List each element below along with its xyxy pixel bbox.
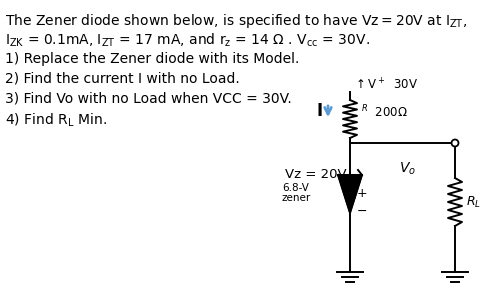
Text: I$_{\mathregular{ZK}}$ = 0.1mA, I$_{\mathregular{ZT}}$ = 17 mA, and r$_{\mathreg: I$_{\mathregular{ZK}}$ = 0.1mA, I$_{\mat… bbox=[5, 32, 369, 49]
Polygon shape bbox=[337, 175, 361, 213]
Text: 2) Find the current I with no Load.: 2) Find the current I with no Load. bbox=[5, 72, 239, 86]
Text: The Zener diode shown below, is specified to have Vz$=$20V at I$_{\mathregular{Z: The Zener diode shown below, is specifie… bbox=[5, 12, 467, 30]
Text: $^R$  200$\Omega$: $^R$ 200$\Omega$ bbox=[360, 104, 407, 121]
Text: $\uparrow$V$^+$  30V: $\uparrow$V$^+$ 30V bbox=[352, 78, 418, 93]
Text: Vz = 20V: Vz = 20V bbox=[285, 168, 346, 181]
Text: zener: zener bbox=[281, 193, 311, 203]
Text: 3) Find Vo with no Load when VCC = 30V.: 3) Find Vo with no Load when VCC = 30V. bbox=[5, 92, 291, 106]
Text: I: I bbox=[316, 103, 323, 120]
Text: 4) Find R$_{\mathregular{L}}$ Min.: 4) Find R$_{\mathregular{L}}$ Min. bbox=[5, 112, 107, 129]
Text: 6.8-V: 6.8-V bbox=[281, 183, 308, 193]
Text: +: + bbox=[356, 187, 367, 200]
Circle shape bbox=[451, 139, 457, 147]
Text: −: − bbox=[356, 205, 367, 218]
Text: $V_o$: $V_o$ bbox=[398, 161, 415, 177]
Text: 1) Replace the Zener diode with its Model.: 1) Replace the Zener diode with its Mode… bbox=[5, 52, 299, 66]
Text: $R_L$: $R_L$ bbox=[465, 195, 480, 209]
